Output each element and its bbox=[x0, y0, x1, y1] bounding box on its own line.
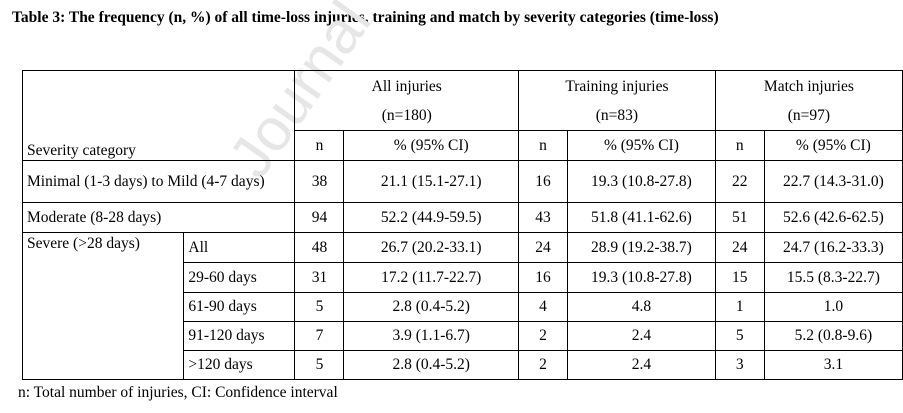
group-header-match: Match injuries (n=97) bbox=[714, 70, 903, 131]
cell-training-n: 4 bbox=[518, 292, 569, 322]
group-header-all: All injuries (n=180) bbox=[294, 70, 520, 131]
table-row: 61-90 days 5 2.8 (0.4-5.2) 4 4.8 1 1.0 bbox=[23, 292, 903, 322]
cell-training-n: 16 bbox=[518, 160, 569, 203]
cell-all-pct: 26.7 (20.2-33.1) bbox=[343, 232, 520, 263]
cell-all-n: 5 bbox=[294, 350, 345, 380]
cell-match-n: 51 bbox=[714, 202, 765, 233]
row-label: Minimal (1-3 days) to Mild (4-7 days) bbox=[21, 160, 296, 203]
table-footnote: n: Total number of injuries, CI: Confide… bbox=[18, 384, 338, 401]
cell-training-pct: 4.8 bbox=[567, 292, 716, 322]
cell-all-pct: 2.8 (0.4-5.2) bbox=[343, 350, 520, 380]
cell-all-n: 38 bbox=[294, 160, 345, 203]
table-row: Moderate (8-28 days) 94 52.2 (44.9-59.5)… bbox=[21, 202, 903, 233]
row-label: Moderate (8-28 days) bbox=[21, 202, 296, 233]
pct-column-header: % (95% CI) bbox=[567, 130, 716, 161]
header-row-groups: Severity category All injuries (n=180) T… bbox=[21, 70, 903, 161]
sub-row-label: >120 days bbox=[183, 350, 296, 380]
cell-all-pct: 21.1 (15.1-27.1) bbox=[343, 160, 520, 203]
cell-all-pct: 2.8 (0.4-5.2) bbox=[343, 292, 520, 322]
cell-training-n: 2 bbox=[518, 350, 569, 380]
cell-training-pct: 19.3 (10.8-27.8) bbox=[567, 160, 716, 203]
n-column-header: n bbox=[294, 130, 345, 161]
cell-match-n: 24 bbox=[714, 232, 765, 263]
header-row-columns: n % (95% CI) n % (95% CI) n % (95% CI) bbox=[23, 130, 903, 161]
table-row: 91-120 days 7 3.9 (1.1-6.7) 2 2.4 5 5.2 … bbox=[23, 321, 903, 351]
cell-match-pct: 52.6 (42.6-62.5) bbox=[763, 202, 903, 233]
table-title: Table 3: The frequency (n, %) of all tim… bbox=[12, 9, 719, 26]
n-column-header: n bbox=[518, 130, 569, 161]
cell-all-pct: 52.2 (44.9-59.5) bbox=[343, 202, 520, 233]
sub-row-label: 91-120 days bbox=[183, 321, 296, 351]
group-count: (n=97) bbox=[787, 106, 831, 124]
cell-training-pct: 2.4 bbox=[567, 350, 716, 380]
cell-match-n: 1 bbox=[714, 292, 765, 322]
sub-row-label: 61-90 days bbox=[183, 292, 296, 322]
cell-match-n: 15 bbox=[714, 262, 765, 293]
cell-all-n: 48 bbox=[294, 232, 345, 263]
cell-match-n: 5 bbox=[714, 321, 765, 351]
table-row: Severe (>28 days) All 48 26.7 (20.2-33.1… bbox=[21, 232, 903, 380]
cell-training-pct: 51.8 (41.1-62.6) bbox=[567, 202, 716, 233]
cell-match-pct: 15.5 (8.3-22.7) bbox=[763, 262, 903, 293]
cell-match-pct: 1.0 bbox=[763, 292, 903, 322]
table-row: >120 days 5 2.8 (0.4-5.2) 2 2.4 3 3.1 bbox=[23, 350, 903, 380]
cell-all-pct: 17.2 (11.7-22.7) bbox=[343, 262, 520, 293]
cell-all-n: 31 bbox=[294, 262, 345, 293]
cell-match-n: 22 bbox=[714, 160, 765, 203]
cell-match-pct: 24.7 (16.2-33.3) bbox=[763, 232, 903, 263]
cell-all-n: 5 bbox=[294, 292, 345, 322]
sub-row-label: All bbox=[183, 232, 296, 263]
cell-all-n: 7 bbox=[294, 321, 345, 351]
cell-training-n: 24 bbox=[518, 232, 569, 263]
group-name: Match injuries bbox=[763, 77, 854, 95]
sub-row-label: 29-60 days bbox=[183, 262, 296, 293]
group-count: (n=180) bbox=[381, 106, 432, 124]
cell-training-pct: 19.3 (10.8-27.8) bbox=[567, 262, 716, 293]
severity-table: Severity category All injuries (n=180) T… bbox=[21, 70, 903, 380]
cell-training-pct: 28.9 (19.2-38.7) bbox=[567, 232, 716, 263]
group-header-training: Training injuries (n=83) bbox=[518, 70, 716, 131]
pct-column-header: % (95% CI) bbox=[343, 130, 520, 161]
group-name: All injuries bbox=[371, 77, 442, 95]
n-column-header: n bbox=[714, 130, 765, 161]
cell-training-n: 2 bbox=[518, 321, 569, 351]
cell-training-n: 43 bbox=[518, 202, 569, 233]
cell-match-n: 3 bbox=[714, 350, 765, 380]
severity-category-header: Severity category bbox=[21, 70, 296, 161]
severe-label: Severe (>28 days) bbox=[21, 232, 185, 380]
pct-column-header: % (95% CI) bbox=[763, 130, 903, 161]
table-row: Minimal (1-3 days) to Mild (4-7 days) 38… bbox=[21, 160, 903, 203]
cell-training-pct: 2.4 bbox=[567, 321, 716, 351]
cell-match-pct: 3.1 bbox=[763, 350, 903, 380]
group-count: (n=83) bbox=[595, 106, 639, 124]
group-name: Training injuries bbox=[565, 77, 669, 95]
cell-all-n: 94 bbox=[294, 202, 345, 233]
cell-all-pct: 3.9 (1.1-6.7) bbox=[343, 321, 520, 351]
cell-match-pct: 5.2 (0.8-9.6) bbox=[763, 321, 903, 351]
cell-training-n: 16 bbox=[518, 262, 569, 293]
cell-match-pct: 22.7 (14.3-31.0) bbox=[763, 160, 903, 203]
